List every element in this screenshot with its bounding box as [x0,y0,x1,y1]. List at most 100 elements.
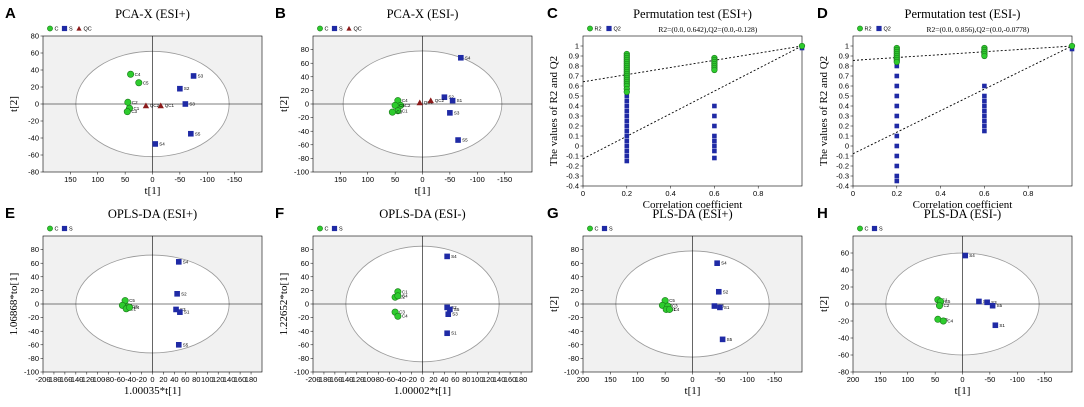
y-tick-label: 0.9 [839,52,849,61]
y-tick-label: -40 [568,327,579,336]
q2-point [894,103,900,109]
x-tick-label: 0 [150,175,154,184]
panel-letter: E [5,205,15,222]
y-tick-label: 60 [301,259,309,268]
point-c [394,292,402,300]
y-tick-label: 0.7 [839,72,849,81]
point-label: C5 [143,80,149,85]
y-tick-label: 80 [301,245,309,254]
panel-h: H PLS-DA (ESI-)200 150 100 50 0 -50 -100 -150-80… [817,205,1073,397]
point-label: C3 [131,109,137,114]
x-tick-label: 100 [361,175,374,184]
x-tick-label: 50 [931,375,939,384]
q2-point [712,123,717,129]
panel-title: Permutation test (ESI+) [633,7,752,21]
y-tick-label: 60 [841,249,849,258]
point-s [188,130,194,137]
point-label: C4 [402,293,408,298]
y-tick-label: 60 [301,59,309,68]
point-label: C4 [135,72,141,77]
x-tick-label: 60 [181,375,189,384]
legend-marker-qc [346,25,352,31]
q2-point [624,148,630,154]
q2-point [894,113,900,119]
x-tick-label: 80 [462,375,470,384]
point-label: S1 [184,310,190,315]
x-tick-label: -100 [200,175,215,184]
point-s [190,73,197,79]
point-label: C4 [947,319,953,324]
point-label: QC2 [435,98,445,103]
x-axis-label: Correlation coefficient [643,199,743,211]
q2-regression-line [582,45,803,160]
y-tick-label: -0.2 [836,162,849,171]
y-tick-label: -80 [838,368,849,377]
point-c [394,312,402,320]
q2-point [982,128,987,134]
panel-c: C Permutation test (ESI+) R2=(0.0, 0.642),… [547,5,806,211]
y-tick-label: -20 [28,313,39,322]
point-label: S1 [451,331,457,336]
point-c [388,108,396,116]
q2-point [624,143,630,149]
legend-label: C [325,27,329,33]
y-tick-label: 0.8 [839,62,849,71]
point-s [177,85,183,92]
y-tick-label: 0 [35,300,39,309]
point-qc [416,99,423,106]
x-tick-label: -180 [46,375,61,384]
q2-regression-line [852,45,1073,155]
y-tick-label: -60 [28,340,39,349]
x-tick-label: -100 [1010,375,1025,384]
legend-label: R2 [865,27,872,33]
point-label: S3 [454,110,460,115]
point-label: C1 [402,108,408,113]
y-tick-label: 0 [35,100,39,109]
y-tick-label: 20 [571,286,579,295]
x-axis-label: t[1] [955,385,971,397]
point-s [175,342,182,348]
y-tick-label: -0.2 [566,162,579,171]
point-s [962,252,969,259]
q2-point [982,83,987,89]
point-s [182,101,189,107]
y-tick-label: 0.9 [569,52,579,61]
y-tick-label: 80 [31,245,39,254]
r2-point [981,52,988,60]
x-tick-label: 0 [150,375,154,384]
x-tick-label: -200 [305,375,320,384]
q2-point [712,103,717,109]
y-tick-label: 40 [301,72,309,81]
y-tick-label: 0.4 [839,102,849,111]
point-label: S5 [462,138,468,143]
y-tick-label: -60 [298,340,309,349]
y-tick-label: 0.7 [569,72,579,81]
panel-letter: G [547,205,559,222]
q2-point [624,153,630,159]
q2-point [894,73,900,79]
point-s [449,97,456,104]
x-tick-label: -50 [714,375,725,384]
q2-point [712,133,717,139]
q2-point [712,138,717,144]
x-tick-label: 100 [471,375,484,384]
point-label: QC2 [150,103,160,108]
q2-point [624,118,630,124]
panel-letter: D [817,5,828,22]
x-tick-label: 0.2 [892,189,902,198]
r2-point [623,88,630,96]
q2-point [712,113,717,119]
x-tick-label: 20 [159,375,167,384]
x-axis-label: t[1] [415,185,431,197]
legend-marker-s [61,25,68,32]
point-s [173,306,179,313]
x-tick-label: 100 [91,175,104,184]
x-tick-label: 140 [493,375,506,384]
x-tick-label: -120 [79,375,94,384]
y-tick-label: -80 [28,168,39,177]
x-tick-label: -80 [373,375,384,384]
y-tick-label: 20 [841,283,849,292]
legend-marker-c [587,225,593,232]
legend-label: S [69,227,73,233]
r2-point [711,66,718,74]
